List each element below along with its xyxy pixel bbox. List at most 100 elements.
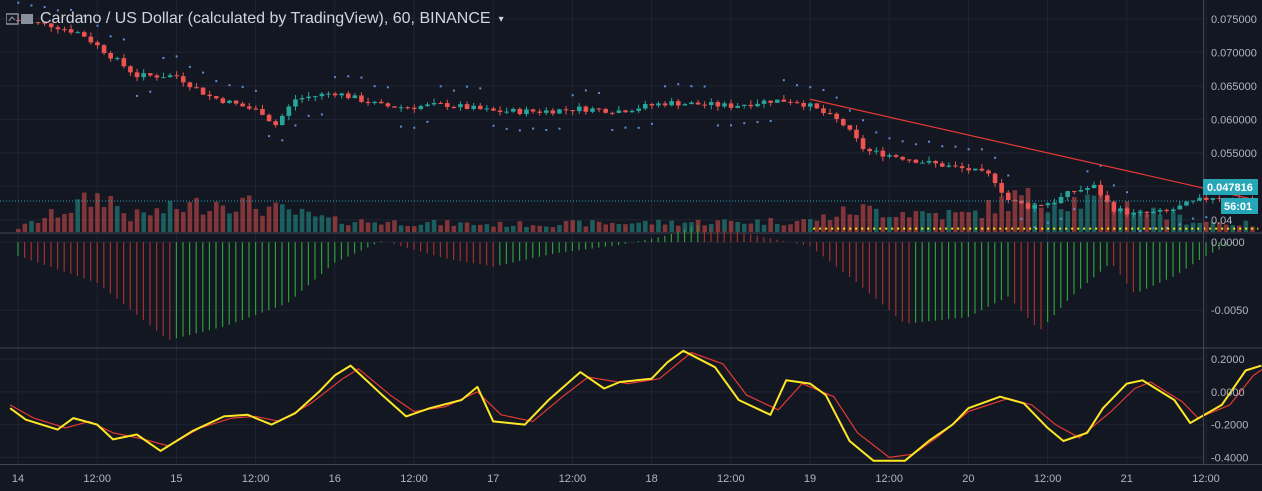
volume-bar — [359, 219, 364, 232]
volume-bar — [299, 208, 305, 232]
candle-body — [834, 113, 839, 119]
symbol-title[interactable]: Cardano / US Dollar (calculated by Tradi… — [40, 10, 491, 27]
candle-body — [728, 103, 734, 108]
candle-body — [240, 103, 245, 107]
candle-body — [1164, 209, 1169, 212]
candle-body — [1190, 200, 1196, 202]
candle-body — [1210, 198, 1216, 200]
psar-dot — [1205, 216, 1208, 219]
volume-bar — [68, 212, 74, 232]
psar-dot — [1073, 208, 1076, 211]
candle-body — [543, 110, 549, 113]
volume-bar — [1151, 207, 1156, 232]
psar-dot — [452, 89, 455, 92]
time-tick-label: 12:00 — [83, 473, 111, 485]
psar-dot — [268, 135, 271, 138]
candle-body — [293, 99, 298, 107]
volume-bar — [722, 219, 727, 232]
axes — [0, 0, 1262, 465]
psar-dot — [796, 84, 799, 87]
candle-body — [200, 87, 206, 95]
psar-dot — [228, 84, 231, 87]
psar-dot — [624, 126, 627, 129]
psar-dot — [307, 114, 310, 117]
volume-bar — [55, 217, 61, 232]
psar-dot — [518, 129, 521, 132]
candle-body — [537, 111, 542, 113]
volume-bar — [1078, 208, 1084, 232]
volume-bar — [1085, 194, 1090, 232]
volume-bar — [860, 204, 866, 232]
candle-body — [1144, 211, 1150, 214]
volume-bar — [649, 224, 655, 232]
candle-body — [893, 155, 899, 157]
time-tick-label: 12:00 — [717, 473, 745, 485]
candle-body — [385, 103, 391, 107]
candle-body — [1005, 192, 1011, 201]
candle-body — [161, 77, 166, 79]
psar-dot — [532, 127, 535, 130]
psar-dot — [994, 156, 997, 159]
volume-bar — [286, 209, 292, 232]
volume-bar — [1118, 211, 1123, 232]
volume-bar — [187, 202, 193, 232]
candle-body — [880, 150, 886, 157]
candle-body — [715, 102, 721, 107]
volume-bar — [748, 223, 754, 232]
psar-dot — [294, 124, 297, 127]
psar-dot — [1060, 217, 1063, 220]
volume-bar — [1190, 222, 1196, 232]
volume-bar — [517, 221, 523, 232]
candle-body — [227, 100, 232, 103]
volume-bar — [682, 222, 688, 232]
psar-dot — [901, 140, 904, 143]
price-tick-label: 0.075000 — [1211, 14, 1257, 26]
volume-bar — [972, 210, 978, 232]
volume-bar — [477, 224, 483, 232]
volume-bar — [807, 219, 813, 232]
time-tick-label: 14 — [12, 473, 24, 485]
candle-body — [933, 160, 938, 164]
psar-dot — [479, 87, 482, 90]
chart-header[interactable]: Cardano / US Dollar (calculated by Tradi… — [6, 10, 504, 28]
caret-down-icon[interactable]: ▾ — [498, 13, 504, 25]
volume-bar — [834, 216, 839, 232]
macd-tick-label: -0.0050 — [1211, 305, 1248, 317]
volume-bar — [741, 223, 747, 232]
volume-bar — [557, 225, 562, 232]
psar-dot — [1086, 170, 1089, 173]
psar-dot — [756, 121, 759, 124]
candle-body — [662, 103, 668, 106]
candle-body — [1085, 188, 1090, 191]
volume-bar — [1157, 214, 1163, 232]
volume-bar — [675, 225, 681, 232]
volume-bar — [504, 226, 509, 232]
candle-body — [378, 101, 384, 104]
volume-bar — [319, 215, 325, 232]
volume-bar — [200, 214, 206, 232]
volume-bar — [497, 221, 503, 232]
volume-bar — [794, 220, 800, 232]
volume-bar — [1230, 225, 1235, 232]
psar-dot — [17, 1, 20, 4]
volume-bar — [425, 222, 430, 232]
volume-bar — [293, 214, 298, 232]
volume-bar — [246, 195, 252, 232]
tradingview-logo-icon — [6, 13, 33, 25]
volume-bar — [1065, 211, 1070, 232]
psar-dot — [1178, 223, 1181, 226]
candle-body — [840, 118, 846, 126]
candle-body — [695, 102, 701, 105]
candle-body — [999, 183, 1004, 193]
psar-dot — [822, 89, 825, 92]
candle-body — [768, 100, 773, 103]
last-price-tag — [1203, 179, 1258, 195]
volume-bar — [62, 214, 67, 232]
volume-bar — [385, 221, 391, 232]
countdown-tag-text: 56:01 — [1224, 201, 1252, 213]
candle-body — [814, 103, 820, 109]
candle-body — [821, 108, 826, 114]
candle-body — [147, 73, 153, 76]
psar-dot — [281, 139, 284, 142]
